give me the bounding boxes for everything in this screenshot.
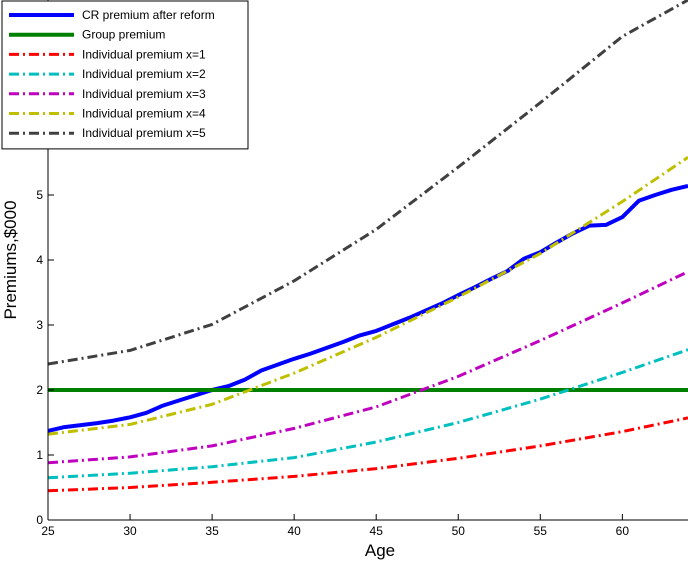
series-line-individual-premium-x-2 — [48, 348, 688, 480]
y-tick-label: 2 — [36, 383, 43, 397]
y-tick-label: 5 — [36, 188, 43, 202]
x-tick-label: 55 — [534, 524, 548, 538]
x-tick-label: 40 — [287, 524, 301, 538]
legend-label: Individual premium x=4 — [82, 107, 206, 121]
legend-label: Individual premium x=3 — [82, 87, 206, 101]
y-tick-label: 4 — [36, 253, 43, 267]
x-axis-label: Age — [365, 541, 395, 560]
legend-label: Individual premium x=1 — [82, 47, 206, 61]
x-tick-label: 45 — [370, 524, 384, 538]
legend-label: Individual premium x=5 — [82, 126, 206, 140]
x-tick-label: 30 — [123, 524, 137, 538]
x-tick-label: 50 — [452, 524, 466, 538]
series-layer — [48, 0, 688, 493]
y-axis-label: Premiums,$000 — [1, 200, 20, 319]
series-line-individual-premium-x-1 — [48, 416, 688, 493]
series-line-individual-premium-x-3 — [48, 270, 688, 465]
legend-label: Group premium — [82, 28, 165, 42]
axes-layer: 25303540455055600123456 — [36, 0, 688, 538]
y-tick-label: 1 — [36, 448, 43, 462]
legend-label: CR premium after reform — [82, 8, 215, 22]
y-tick-label: 3 — [36, 318, 43, 332]
x-tick-label: 35 — [205, 524, 219, 538]
series-line-cr-premium-after-reform — [48, 183, 688, 433]
y-tick-label: 0 — [36, 513, 43, 527]
series-line-individual-premium-x-4 — [48, 156, 688, 436]
x-tick-label: 60 — [616, 524, 630, 538]
legend-label: Individual premium x=2 — [82, 67, 206, 81]
legend: CR premium after reform Group premium Indi… — [1, 0, 249, 150]
x-tick-label: 25 — [41, 524, 55, 538]
